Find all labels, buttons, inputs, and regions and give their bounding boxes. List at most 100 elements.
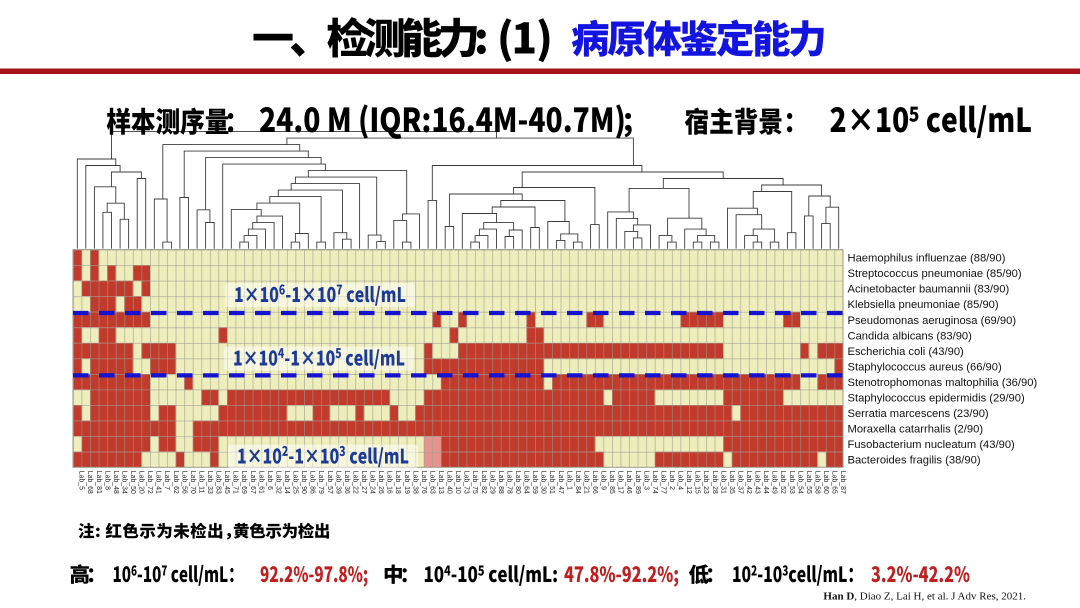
svg-text:Lab_36: Lab_36 <box>343 471 350 494</box>
svg-text:Lab_52: Lab_52 <box>779 471 786 494</box>
svg-text:Lab_12: Lab_12 <box>685 471 692 494</box>
svg-text:Lab_21: Lab_21 <box>583 471 590 494</box>
svg-text:Lab_48: Lab_48 <box>112 471 119 494</box>
svg-text:Lab_45: Lab_45 <box>223 471 230 494</box>
svg-text:Lab_63: Lab_63 <box>429 471 436 494</box>
svg-text:Pseudomonas aeruginosa (69/90): Pseudomonas aeruginosa (69/90) <box>848 315 1017 327</box>
svg-text:Lab_51: Lab_51 <box>548 471 555 494</box>
svg-text:Lab_85: Lab_85 <box>608 471 615 494</box>
svg-text:Klebsiella pneumoniae (85/90): Klebsiella pneumoniae (85/90) <box>848 299 999 311</box>
svg-text:Lab_31: Lab_31 <box>719 471 726 494</box>
svg-text:Lab_14: Lab_14 <box>283 471 290 494</box>
svg-text:Serratia marcescens (23/90): Serratia marcescens (23/90) <box>848 408 989 420</box>
svg-text:Lab_79: Lab_79 <box>317 471 324 494</box>
svg-text:Lab_26: Lab_26 <box>377 471 384 494</box>
svg-text:Lab_89: Lab_89 <box>634 471 641 494</box>
svg-text:Lab_37: Lab_37 <box>737 471 744 494</box>
svg-text:Lab_18: Lab_18 <box>394 471 401 494</box>
svg-text:Lab_55: Lab_55 <box>805 471 812 494</box>
svg-text:Han D, Diao Z, Lai H, et al. J: Han D, Diao Z, Lai H, et al. J Adv Res, … <box>823 591 1026 603</box>
svg-text:Lab_29: Lab_29 <box>488 471 495 494</box>
svg-text:Lab_1: Lab_1 <box>565 471 572 490</box>
svg-text:Lab_69: Lab_69 <box>240 471 247 494</box>
svg-text:Lab_59: Lab_59 <box>531 471 538 494</box>
svg-text:Lab_70: Lab_70 <box>189 471 196 494</box>
svg-text:Staphylococcus epidermidis (29: Staphylococcus epidermidis (29/90) <box>848 393 1025 405</box>
svg-text:Lab_87: Lab_87 <box>839 471 846 494</box>
svg-text:Lab_78: Lab_78 <box>506 471 513 494</box>
svg-text:Lab_50: Lab_50 <box>129 471 136 494</box>
svg-text:Lab_46: Lab_46 <box>625 471 632 494</box>
svg-text:Lab_56: Lab_56 <box>180 471 187 494</box>
svg-text:Lab_9: Lab_9 <box>600 471 607 490</box>
svg-text:Lab_20: Lab_20 <box>138 471 145 494</box>
svg-text:Lab_7: Lab_7 <box>163 471 170 490</box>
svg-text:Lab_76: Lab_76 <box>420 471 427 494</box>
svg-text:Lab_10: Lab_10 <box>454 471 461 494</box>
svg-text:Lab_44: Lab_44 <box>762 471 769 494</box>
svg-text:Lab_4: Lab_4 <box>677 471 684 490</box>
svg-text:Candida albicans (83/90): Candida albicans (83/90) <box>848 330 973 342</box>
svg-text:Bacteroides fragilis (38/90): Bacteroides fragilis (38/90) <box>848 455 981 467</box>
svg-text:Lab_71: Lab_71 <box>232 471 239 494</box>
svg-text:Lab_80: Lab_80 <box>514 471 521 494</box>
svg-text:Lab_28: Lab_28 <box>711 471 718 494</box>
svg-text:Lab_57: Lab_57 <box>326 471 333 494</box>
svg-text:Streptococcus pneumoniae (85/9: Streptococcus pneumoniae (85/90) <box>848 268 1022 280</box>
svg-text:Haemophilus influenzae (88/90): Haemophilus influenzae (88/90) <box>848 253 1006 265</box>
svg-text:Lab_82: Lab_82 <box>480 471 487 494</box>
svg-text:Lab_72: Lab_72 <box>146 471 153 494</box>
svg-text:Lab_22: Lab_22 <box>352 471 359 494</box>
svg-text:Lab_73: Lab_73 <box>463 471 470 494</box>
svg-text:Escherichia coli (43/90): Escherichia coli (43/90) <box>848 346 965 358</box>
svg-text:Lab_49: Lab_49 <box>771 471 778 494</box>
svg-text:Lab_6: Lab_6 <box>266 471 273 490</box>
svg-text:Lab_32: Lab_32 <box>275 471 282 494</box>
svg-text:Lab_17: Lab_17 <box>617 471 624 494</box>
svg-text:Acinetobacter baumannii (83/90: Acinetobacter baumannii (83/90) <box>848 284 1010 296</box>
svg-text:Lab_60: Lab_60 <box>822 471 829 494</box>
svg-text:Lab_8: Lab_8 <box>103 471 110 490</box>
svg-text:Lab_86: Lab_86 <box>309 471 316 494</box>
svg-text:Lab_25: Lab_25 <box>292 471 299 494</box>
svg-text:Lab_58: Lab_58 <box>814 471 821 494</box>
svg-text:Lab_81: Lab_81 <box>95 471 102 494</box>
svg-text:Lab_23: Lab_23 <box>702 471 709 494</box>
svg-text:Lab_84: Lab_84 <box>574 471 581 494</box>
svg-text:Lab_90: Lab_90 <box>300 471 307 494</box>
svg-text:Lab_77: Lab_77 <box>660 471 667 494</box>
svg-text:Lab_15: Lab_15 <box>694 471 701 494</box>
svg-text:Staphylococcus aureus (66/90): Staphylococcus aureus (66/90) <box>848 361 1003 373</box>
svg-text:Lab_43: Lab_43 <box>754 471 761 494</box>
svg-text:Stenotrophomonas maltophilia (: Stenotrophomonas maltophilia (36/90) <box>848 377 1038 389</box>
svg-text:Lab_27: Lab_27 <box>360 471 367 494</box>
svg-text:Lab_13: Lab_13 <box>437 471 444 494</box>
svg-text:Lab_74: Lab_74 <box>651 471 658 494</box>
svg-text:Lab_67: Lab_67 <box>249 471 256 494</box>
svg-text:Lab_34: Lab_34 <box>121 471 128 494</box>
svg-text:Lab_2: Lab_2 <box>668 471 675 490</box>
svg-text:Lab_16: Lab_16 <box>386 471 393 494</box>
svg-text:Lab_66: Lab_66 <box>591 471 598 494</box>
svg-text:Lab_24: Lab_24 <box>369 471 376 494</box>
svg-text:Lab_5: Lab_5 <box>78 471 85 490</box>
svg-text:Lab_62: Lab_62 <box>172 471 179 494</box>
svg-text:Lab_19: Lab_19 <box>403 471 410 494</box>
svg-text:Lab_88: Lab_88 <box>497 471 504 494</box>
svg-text:Lab_68: Lab_68 <box>86 471 93 494</box>
svg-text:Lab_42: Lab_42 <box>745 471 752 494</box>
svg-text:Lab_33: Lab_33 <box>206 471 213 494</box>
svg-text:Lab_35: Lab_35 <box>728 471 735 494</box>
svg-text:Lab_64: Lab_64 <box>523 471 530 494</box>
svg-text:Lab_65: Lab_65 <box>831 471 838 494</box>
svg-text:Lab_47: Lab_47 <box>557 471 564 494</box>
svg-text:Lab_75: Lab_75 <box>471 471 478 494</box>
svg-text:Lab_11: Lab_11 <box>198 471 205 494</box>
svg-text:Fusobacterium nucleatum (43/90: Fusobacterium nucleatum (43/90) <box>848 439 1016 451</box>
svg-text:Lab_61: Lab_61 <box>257 471 264 494</box>
svg-text:Lab_38: Lab_38 <box>411 471 418 494</box>
svg-text:Lab_54: Lab_54 <box>796 471 803 494</box>
svg-text:Lab_53: Lab_53 <box>788 471 795 494</box>
svg-text:Lab_40: Lab_40 <box>446 471 453 494</box>
svg-text:Moraxella catarrhalis (2/90): Moraxella catarrhalis (2/90) <box>848 424 984 436</box>
